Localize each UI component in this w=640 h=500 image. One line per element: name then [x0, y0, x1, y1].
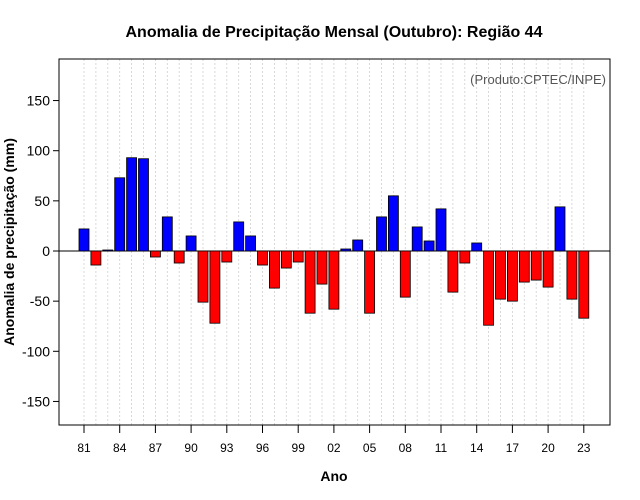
x-tick-label: 17 [506, 441, 520, 455]
bar-2018 [518, 250, 530, 283]
bar-2008 [399, 250, 411, 298]
bar-2000 [304, 250, 316, 314]
bar-1984 [114, 177, 126, 252]
bar-1985 [126, 157, 137, 252]
bar-2001 [316, 250, 328, 285]
bar-1993 [221, 250, 233, 263]
x-tick-label: 11 [435, 441, 448, 455]
y-tick-label: -100 [22, 343, 50, 359]
bar-2013 [459, 250, 471, 264]
x-tick-label: 96 [256, 441, 270, 455]
bar-2011 [435, 208, 447, 252]
source-annotation: (Produto:CPTEC/INPE) [470, 72, 606, 87]
bar-1986 [138, 158, 149, 252]
bar-1988 [161, 216, 173, 252]
x-tick-label: 02 [327, 441, 341, 455]
y-axis: -150 -100 -50 0 50 100 150 [22, 93, 59, 409]
y-tick-label: 50 [34, 193, 50, 209]
bar-2003 [340, 248, 352, 252]
x-tick-label: 14 [470, 441, 484, 455]
bar-2016 [495, 250, 506, 300]
bar-1981 [78, 228, 90, 252]
x-tick-label: 05 [363, 441, 377, 455]
y-tick-label: 100 [27, 143, 51, 159]
x-axis-label: Ano [320, 468, 347, 484]
bar-2005 [364, 250, 376, 314]
y-tick-label: -50 [30, 293, 50, 309]
bar-2002 [328, 250, 340, 310]
bar-2023 [578, 250, 590, 319]
y-axis-label: Anomalia de precipitação (mm) [1, 138, 17, 346]
bar-2021 [554, 206, 566, 252]
bars [78, 157, 590, 326]
x-axis: 81 84 87 90 93 96 99 02 05 08 11 14 17 20 23 [77, 425, 591, 455]
bar-1987 [149, 250, 161, 258]
bar-2010 [423, 240, 435, 252]
bar-1997 [268, 250, 280, 289]
grid-lines [83, 59, 585, 425]
bar-1995 [245, 235, 257, 252]
x-tick-label: 23 [577, 441, 591, 455]
bar-2014 [471, 242, 483, 252]
bar-1998 [280, 250, 292, 269]
y-tick-label: 0 [42, 243, 50, 259]
bar-2012 [447, 250, 459, 293]
x-tick-label: 20 [541, 441, 555, 455]
bar-2007 [387, 195, 399, 252]
plot-frame [58, 58, 611, 426]
x-tick-label: 87 [149, 441, 163, 455]
bar-1992 [209, 250, 221, 324]
x-tick-label: 90 [184, 441, 198, 455]
bar-1999 [292, 250, 304, 263]
x-tick-label: 81 [77, 441, 91, 455]
bar-2022 [566, 250, 578, 300]
x-tick-label: 84 [113, 441, 127, 455]
bar-2020 [542, 250, 554, 288]
bar-1982 [90, 250, 102, 266]
bar-1990 [185, 235, 197, 252]
chart-title: Anomalia de Precipitação Mensal (Outubro… [126, 24, 543, 41]
bar-2006 [376, 216, 387, 252]
x-tick-label: 99 [292, 441, 306, 455]
bar-2019 [530, 250, 542, 281]
bar-2017 [506, 250, 518, 302]
bar-2004 [352, 239, 364, 252]
bar-1983 [102, 249, 114, 252]
bar-1991 [197, 250, 209, 303]
bar-2015 [483, 250, 495, 326]
bar-1989 [173, 250, 185, 264]
y-tick-label: 150 [27, 93, 51, 109]
bar-1996 [257, 250, 268, 266]
y-tick-label: -150 [22, 393, 50, 409]
bar-2009 [411, 226, 423, 252]
bar-1994 [233, 221, 245, 252]
x-tick-label: 08 [399, 441, 413, 455]
x-tick-label: 93 [220, 441, 234, 455]
